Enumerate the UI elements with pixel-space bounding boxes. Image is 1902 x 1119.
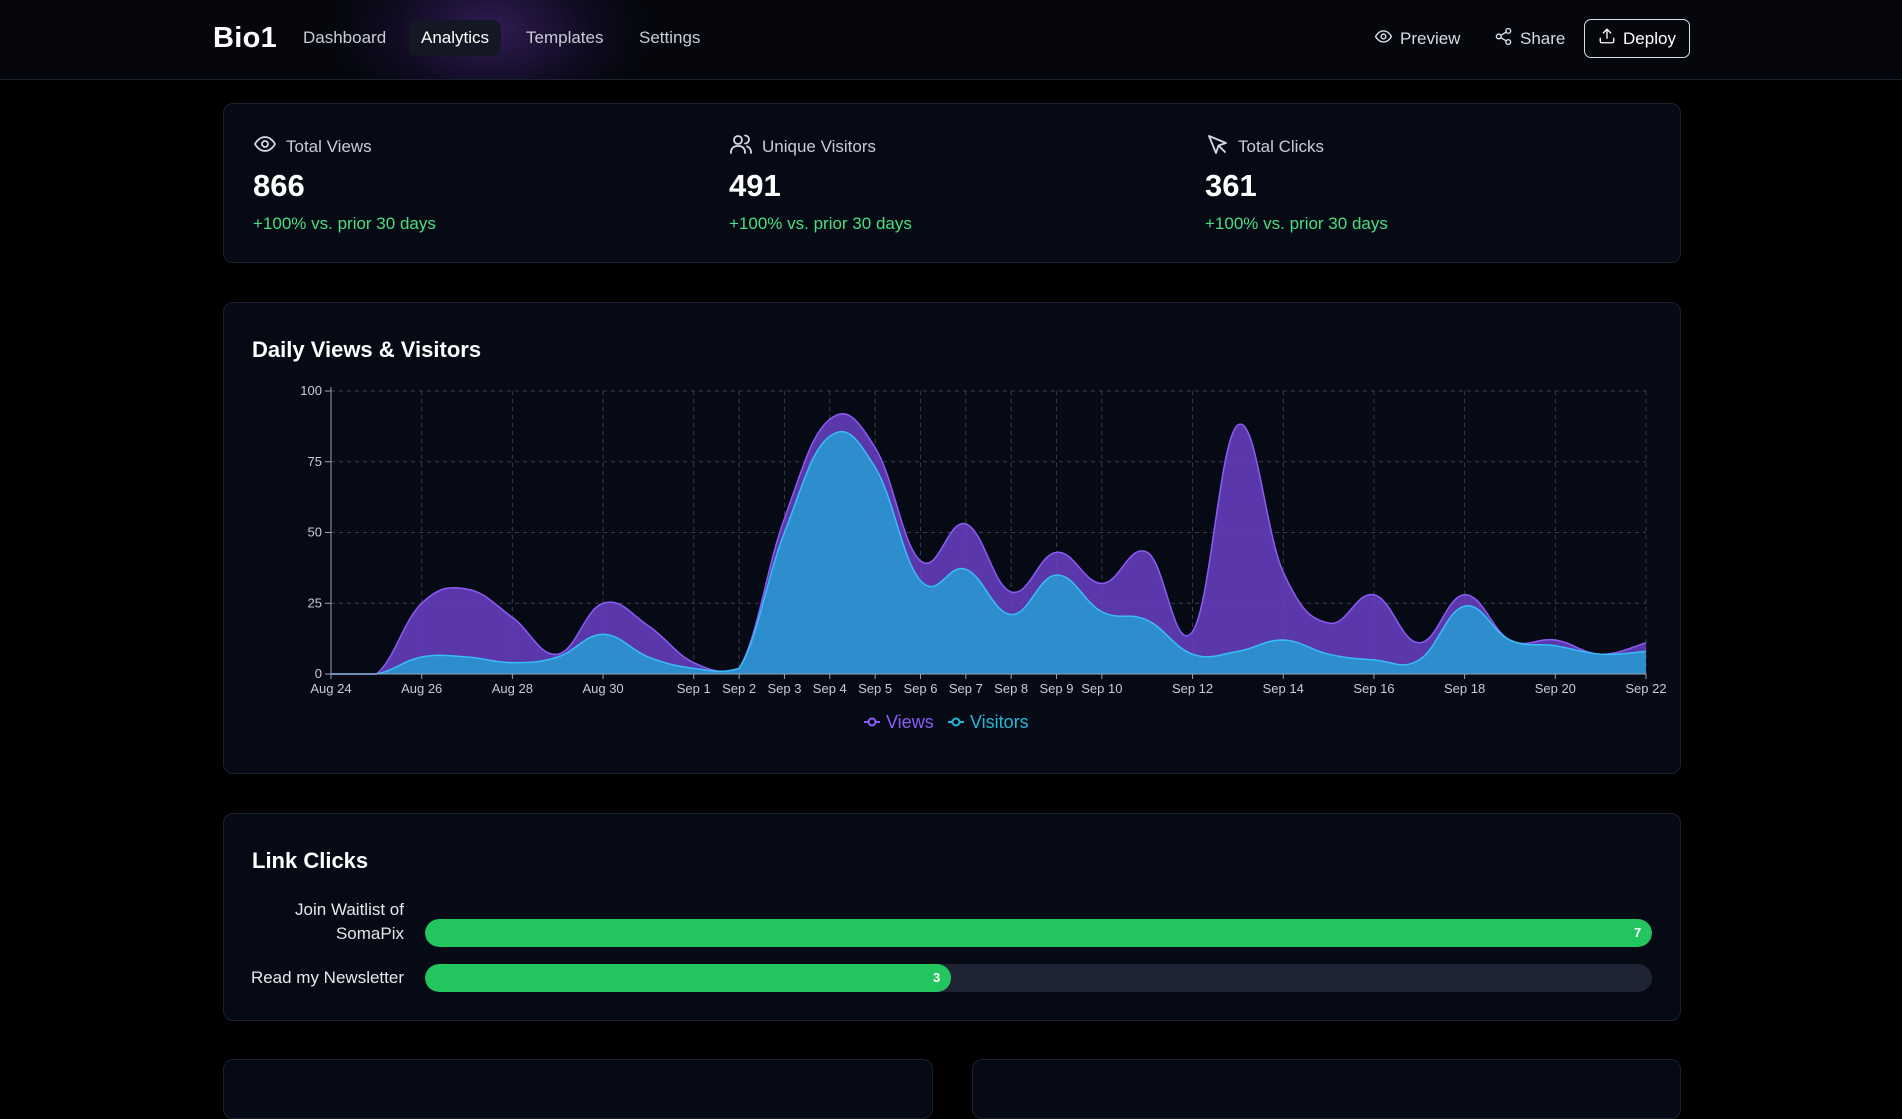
link-bar-value: 7 (1634, 925, 1642, 940)
nav-item-dashboard[interactable]: Dashboard (303, 28, 387, 47)
y-tick-label: 50 (308, 525, 322, 540)
eye-icon (1374, 27, 1393, 51)
x-tick-label: Sep 18 (1444, 681, 1485, 696)
x-tick-label: Sep 1 (677, 681, 711, 696)
link-bar-track (425, 919, 1652, 947)
x-tick-label: Sep 12 (1172, 681, 1213, 696)
preview-label: Preview (1400, 29, 1461, 48)
brand-logo[interactable]: Bio1 (213, 22, 278, 54)
x-tick-label: Aug 26 (401, 681, 442, 696)
stat-delta: +100% vs. prior 30 days (729, 214, 912, 233)
link-bar-fill (425, 964, 951, 992)
cursor-click-icon (1205, 132, 1229, 161)
legend-label-views: Views (886, 712, 934, 732)
y-tick-label: 0 (315, 666, 322, 681)
legend-marker-dot (951, 717, 961, 727)
x-tick-label: Sep 20 (1535, 681, 1576, 696)
users-icon (729, 132, 753, 161)
series-area-visitors (331, 431, 1646, 674)
stat-value: 491 (729, 168, 781, 203)
x-tick-label: Sep 22 (1625, 681, 1666, 696)
daily-chart-card: Daily Views & Visitors 0 25 50 75 100 Aug 24 A… (223, 302, 1681, 774)
link-label: Join Waitlist of SomaPix (295, 900, 404, 943)
top-nav-bar: Bio1 Dashboard Analytics Templates Setti… (0, 0, 1902, 80)
x-tick-label: Sep 5 (858, 681, 892, 696)
x-tick-label: Sep 8 (994, 681, 1028, 696)
stat-label-row: Total Views (253, 132, 372, 161)
legend-marker-dot (867, 717, 877, 727)
link-label: Read my Newsletter (250, 968, 404, 987)
nav-item-settings[interactable]: Settings (639, 28, 701, 47)
x-tick-label: Aug 28 (492, 681, 533, 696)
x-tick-label: Sep 9 (1040, 681, 1074, 696)
share-button[interactable]: Share (1494, 20, 1565, 58)
bottom-right-card (972, 1059, 1681, 1119)
deploy-button[interactable]: Deploy (1584, 19, 1690, 58)
link-bar-value: 3 (933, 970, 941, 985)
deploy-label: Deploy (1623, 28, 1676, 48)
x-tick-label: Sep 14 (1263, 681, 1304, 696)
upload-icon (1598, 27, 1616, 50)
chart-title: Daily Views & Visitors (252, 337, 482, 362)
x-tick-label: Sep 4 (813, 681, 847, 696)
y-tick-label: 75 (308, 454, 322, 469)
eye-icon (253, 132, 277, 161)
stat-value: 866 (253, 168, 305, 203)
stat-label: Total Views (286, 136, 372, 156)
stat-label-row: Unique Visitors (729, 132, 876, 161)
stat-label-row: Total Clicks (1205, 132, 1324, 161)
nav-item-analytics[interactable]: Analytics (409, 20, 502, 56)
x-tick-label: Sep 3 (767, 681, 801, 696)
y-tick-label: 100 (300, 383, 322, 398)
stat-label: Total Clicks (1238, 136, 1324, 156)
x-tick-label: Sep 6 (903, 681, 937, 696)
link-clicks-title: Link Clicks (252, 848, 369, 873)
link-clicks-card: Link Clicks Join Waitlist of SomaPix 7 R… (223, 813, 1681, 1021)
y-tick-label: 25 (308, 595, 322, 610)
stat-value: 361 (1205, 168, 1257, 203)
x-tick-label: Aug 30 (582, 681, 623, 696)
series-line-visitors (330, 430, 1647, 675)
preview-button[interactable]: Preview (1374, 20, 1460, 58)
nav-item-templates[interactable]: Templates (526, 28, 604, 47)
stat-delta: +100% vs. prior 30 days (253, 214, 436, 233)
share-icon (1494, 27, 1513, 51)
x-tick-label: Sep 2 (722, 681, 756, 696)
link-bar-track (425, 964, 1652, 992)
series-line-views (330, 413, 1647, 675)
x-tick-label: Sep 10 (1081, 681, 1122, 696)
bottom-left-card (223, 1059, 933, 1119)
x-tick-label: Aug 24 (310, 681, 351, 696)
x-tick-label: Sep 16 (1353, 681, 1394, 696)
link-bar-fill (425, 919, 1652, 947)
share-label: Share (1520, 29, 1566, 48)
stat-delta: +100% vs. prior 30 days (1205, 214, 1388, 233)
stats-card: Total Views 866 +100% vs. prior 30 days … (223, 103, 1681, 263)
stat-label: Unique Visitors (762, 136, 877, 156)
x-tick-label: Sep 7 (949, 681, 983, 696)
daily-area-chart: 0 25 50 75 100 Aug 24 Aug 26 Aug 28 Aug 30 Sep 1 S… (300, 383, 1666, 732)
legend-label-visitors: Visitors (970, 712, 1029, 732)
